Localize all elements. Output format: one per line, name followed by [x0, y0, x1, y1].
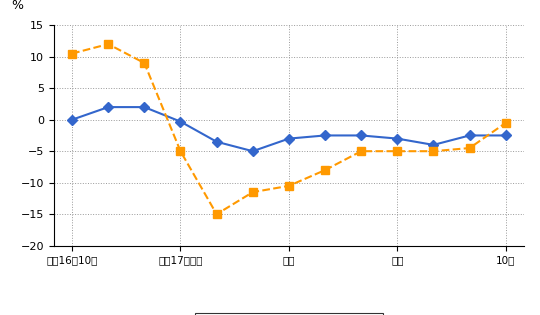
所定外労働時間	[177, 149, 184, 153]
総実労働時間	[69, 118, 75, 122]
所定外労働時間	[358, 149, 365, 153]
所定外労働時間	[141, 61, 147, 65]
所定外労働時間	[105, 42, 111, 46]
所定外労働時間	[467, 146, 473, 150]
所定外労働時間	[394, 149, 401, 153]
所定外労働時間	[213, 212, 220, 216]
所定外労働時間	[69, 52, 75, 55]
総実労働時間	[286, 137, 292, 140]
総実労働時間	[213, 140, 220, 144]
Line: 所定外労働時間: 所定外労働時間	[68, 40, 510, 218]
Text: %: %	[12, 0, 24, 12]
総実労働時間	[358, 134, 365, 137]
所定外労働時間	[249, 190, 256, 194]
総実労働時間	[322, 134, 328, 137]
総実労働時間	[141, 105, 147, 109]
総実労働時間	[249, 149, 256, 153]
Line: 総実労働時間: 総実労働時間	[68, 103, 510, 155]
総実労働時間	[394, 137, 401, 140]
総実労働時間	[467, 134, 473, 137]
総実労働時間	[430, 143, 437, 147]
総実労働時間	[503, 134, 509, 137]
所定外労働時間	[322, 168, 328, 172]
所定外労働時間	[430, 149, 437, 153]
Legend: 総実労働時間, 所定外労働時間: 総実労働時間, 所定外労働時間	[195, 313, 383, 315]
所定外労働時間	[503, 121, 509, 125]
総実労働時間	[177, 120, 184, 123]
総実労働時間	[105, 105, 111, 109]
所定外労働時間	[286, 184, 292, 188]
